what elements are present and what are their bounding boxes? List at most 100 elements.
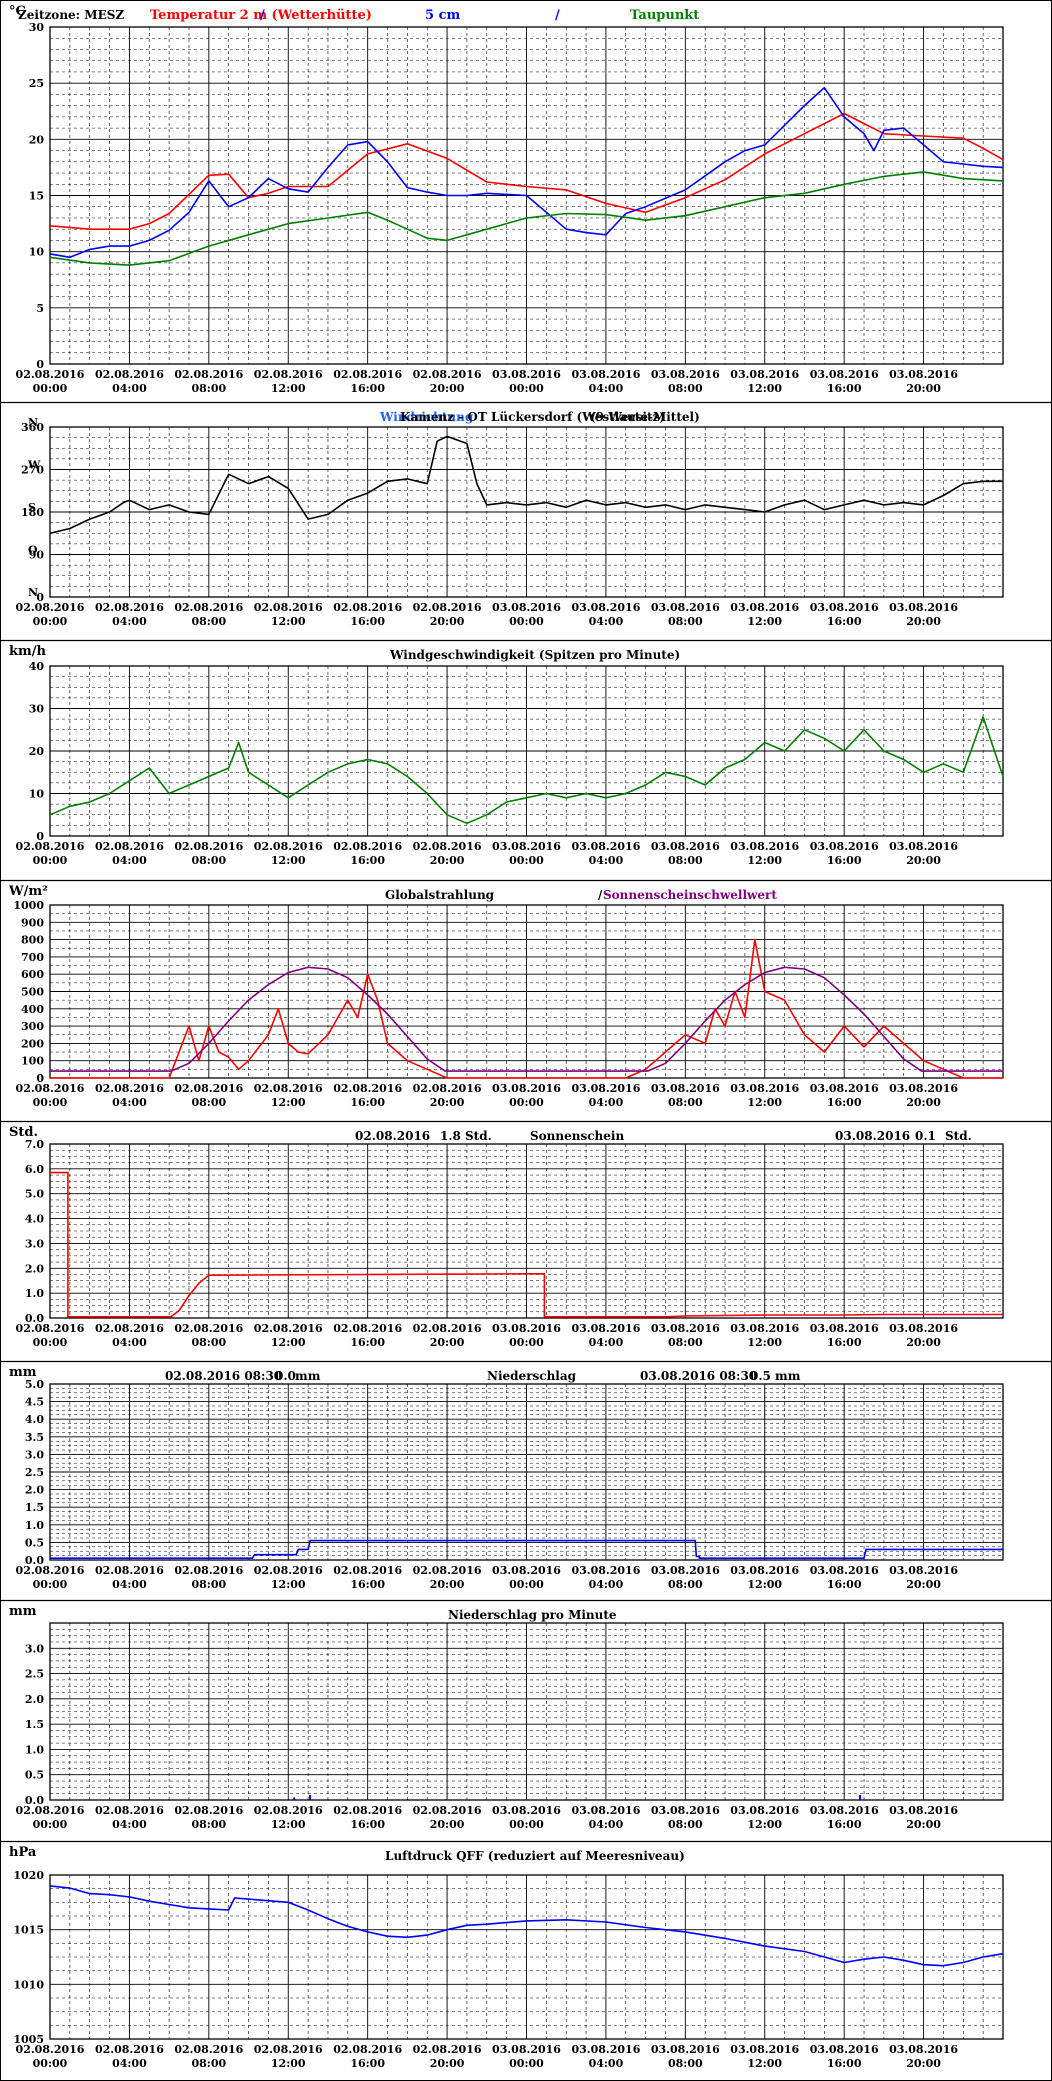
x-tick-time: 04:00 [589, 1336, 624, 1349]
y-tick-label: 1.5 [25, 1501, 44, 1514]
x-tick-time: 12:00 [271, 2057, 306, 2070]
x-tick-time: 00:00 [509, 1818, 544, 1831]
chart-header-text: 02.08.2016 08:30 [165, 1369, 282, 1383]
y-tick-label: 800 [21, 934, 44, 947]
y-tick-label: 1.0 [25, 1287, 44, 1300]
y-tick-label: 0 [36, 358, 44, 371]
x-tick-time: 08:00 [668, 615, 703, 628]
y-tick-label: 4.5 [25, 1396, 44, 1409]
x-tick-date: 03.08.2016 [889, 1082, 958, 1095]
x-tick-date: 03.08.2016 [651, 2043, 720, 2056]
chart-header-text: Globalstrahlung [385, 888, 495, 902]
grid [50, 1383, 1003, 1561]
y-tick-label: 10 [29, 246, 45, 259]
y-tick-label: 0 [36, 591, 44, 604]
x-tick-date: 02.08.2016 [174, 1564, 243, 1577]
plot-frame [49, 426, 1004, 598]
x-tick-date: 03.08.2016 [571, 368, 640, 381]
x-tick-date: 03.08.2016 [571, 840, 640, 853]
x-tick-date: 02.08.2016 [16, 2043, 85, 2056]
chart-header-text: Sonnenschein [530, 1129, 624, 1143]
x-tick-date: 03.08.2016 [492, 1804, 561, 1817]
x-tick-time: 12:00 [271, 1818, 306, 1831]
y-tick-label: 6.0 [25, 1163, 44, 1176]
x-tick-time: 08:00 [668, 1096, 703, 1109]
precip-bar [859, 1794, 862, 1800]
chart-header-text: Windrichtung [379, 410, 474, 424]
x-tick-date: 03.08.2016 [571, 1322, 640, 1335]
chart-header-text: (9-Werte-Mittel) [590, 410, 700, 424]
plot-frame [49, 26, 1004, 365]
x-tick-date: 02.08.2016 [16, 368, 85, 381]
y-tick-label: 0 [36, 830, 44, 843]
x-tick-time: 16:00 [350, 2057, 385, 2070]
series-line [49, 171, 1004, 266]
x-tick-time: 12:00 [747, 1578, 782, 1591]
x-tick-date: 02.08.2016 [254, 1804, 323, 1817]
x-tick-date: 03.08.2016 [571, 2043, 640, 2056]
x-tick-time: 08:00 [191, 1096, 226, 1109]
x-tick-date: 02.08.2016 [95, 840, 164, 853]
x-tick-date: 02.08.2016 [254, 1322, 323, 1335]
x-tick-date: 03.08.2016 [730, 1564, 799, 1577]
x-tick-date: 03.08.2016 [571, 1082, 640, 1095]
x-tick-date: 03.08.2016 [810, 601, 879, 614]
compass-label: N [28, 416, 38, 429]
chart-precipitation: 0.00.51.01.52.02.53.03.54.04.55.0mm 02.08… [0, 1360, 1052, 1591]
x-tick-time: 00:00 [33, 615, 68, 628]
x-tick-date: 03.08.2016 [651, 368, 720, 381]
x-tick-time: 20:00 [906, 854, 941, 867]
chart-header-text: Std. [945, 1129, 972, 1143]
x-tick-date: 03.08.2016 [651, 601, 720, 614]
y-axis-label: mm [9, 1365, 37, 1380]
chart-header-text: / [598, 888, 603, 902]
x-tick-date: 03.08.2016 [492, 1082, 561, 1095]
x-tick-date: 02.08.2016 [254, 1564, 323, 1577]
y-tick-label: 360 [21, 421, 44, 434]
x-tick-time: 08:00 [668, 854, 703, 867]
y-tick-label: 0.0 [25, 1794, 44, 1807]
x-tick-time: 00:00 [509, 1336, 544, 1349]
x-tick-time: 20:00 [430, 1336, 465, 1349]
y-tick-label: 7.0 [25, 1138, 44, 1151]
x-tick-time: 12:00 [747, 615, 782, 628]
x-tick-date: 03.08.2016 [571, 1804, 640, 1817]
y-tick-label: 100 [21, 1055, 44, 1068]
x-tick-date: 03.08.2016 [730, 1804, 799, 1817]
x-tick-time: 04:00 [112, 382, 147, 395]
x-tick-time: 20:00 [906, 1818, 941, 1831]
x-tick-date: 02.08.2016 [95, 368, 164, 381]
x-tick-date: 02.08.2016 [333, 601, 402, 614]
x-tick-date: 02.08.2016 [333, 1082, 402, 1095]
x-tick-date: 03.08.2016 [492, 368, 561, 381]
plot-frame [49, 1143, 1004, 1319]
x-tick-time: 00:00 [509, 1578, 544, 1591]
y-tick-label: 1.5 [25, 1718, 44, 1731]
x-tick-date: 02.08.2016 [413, 1322, 482, 1335]
chart-header-text: Std. [465, 1129, 492, 1143]
y-tick-label: 3.0 [25, 1642, 44, 1655]
y-tick-label: 600 [21, 968, 44, 981]
x-tick-time: 00:00 [509, 854, 544, 867]
x-tick-date: 02.08.2016 [254, 2043, 323, 2056]
y-tick-label: 0.5 [25, 1769, 44, 1782]
x-tick-time: 16:00 [350, 854, 385, 867]
y-tick-label: 0.5 [25, 1536, 44, 1549]
series-line [50, 1171, 1003, 1318]
y-tick-label: 25 [29, 77, 44, 90]
x-tick-time: 20:00 [430, 615, 465, 628]
chart-header-text: / [555, 8, 560, 23]
chart-header-text: Sonnenscheinschwellwert [603, 888, 777, 902]
x-tick-date: 02.08.2016 [95, 1804, 164, 1817]
x-tick-date: 03.08.2016 [889, 1322, 958, 1335]
x-tick-time: 16:00 [827, 1818, 862, 1831]
chart-header-text: 02.08.2016 [355, 1129, 430, 1143]
x-tick-time: 00:00 [33, 382, 68, 395]
y-tick-label: 5.0 [25, 1188, 44, 1201]
x-tick-date: 02.08.2016 [413, 2043, 482, 2056]
chart-header-text: mm [775, 1369, 801, 1383]
series-line [49, 112, 1004, 230]
y-tick-label: 1020 [13, 1869, 44, 1882]
x-tick-time: 08:00 [191, 1336, 226, 1349]
